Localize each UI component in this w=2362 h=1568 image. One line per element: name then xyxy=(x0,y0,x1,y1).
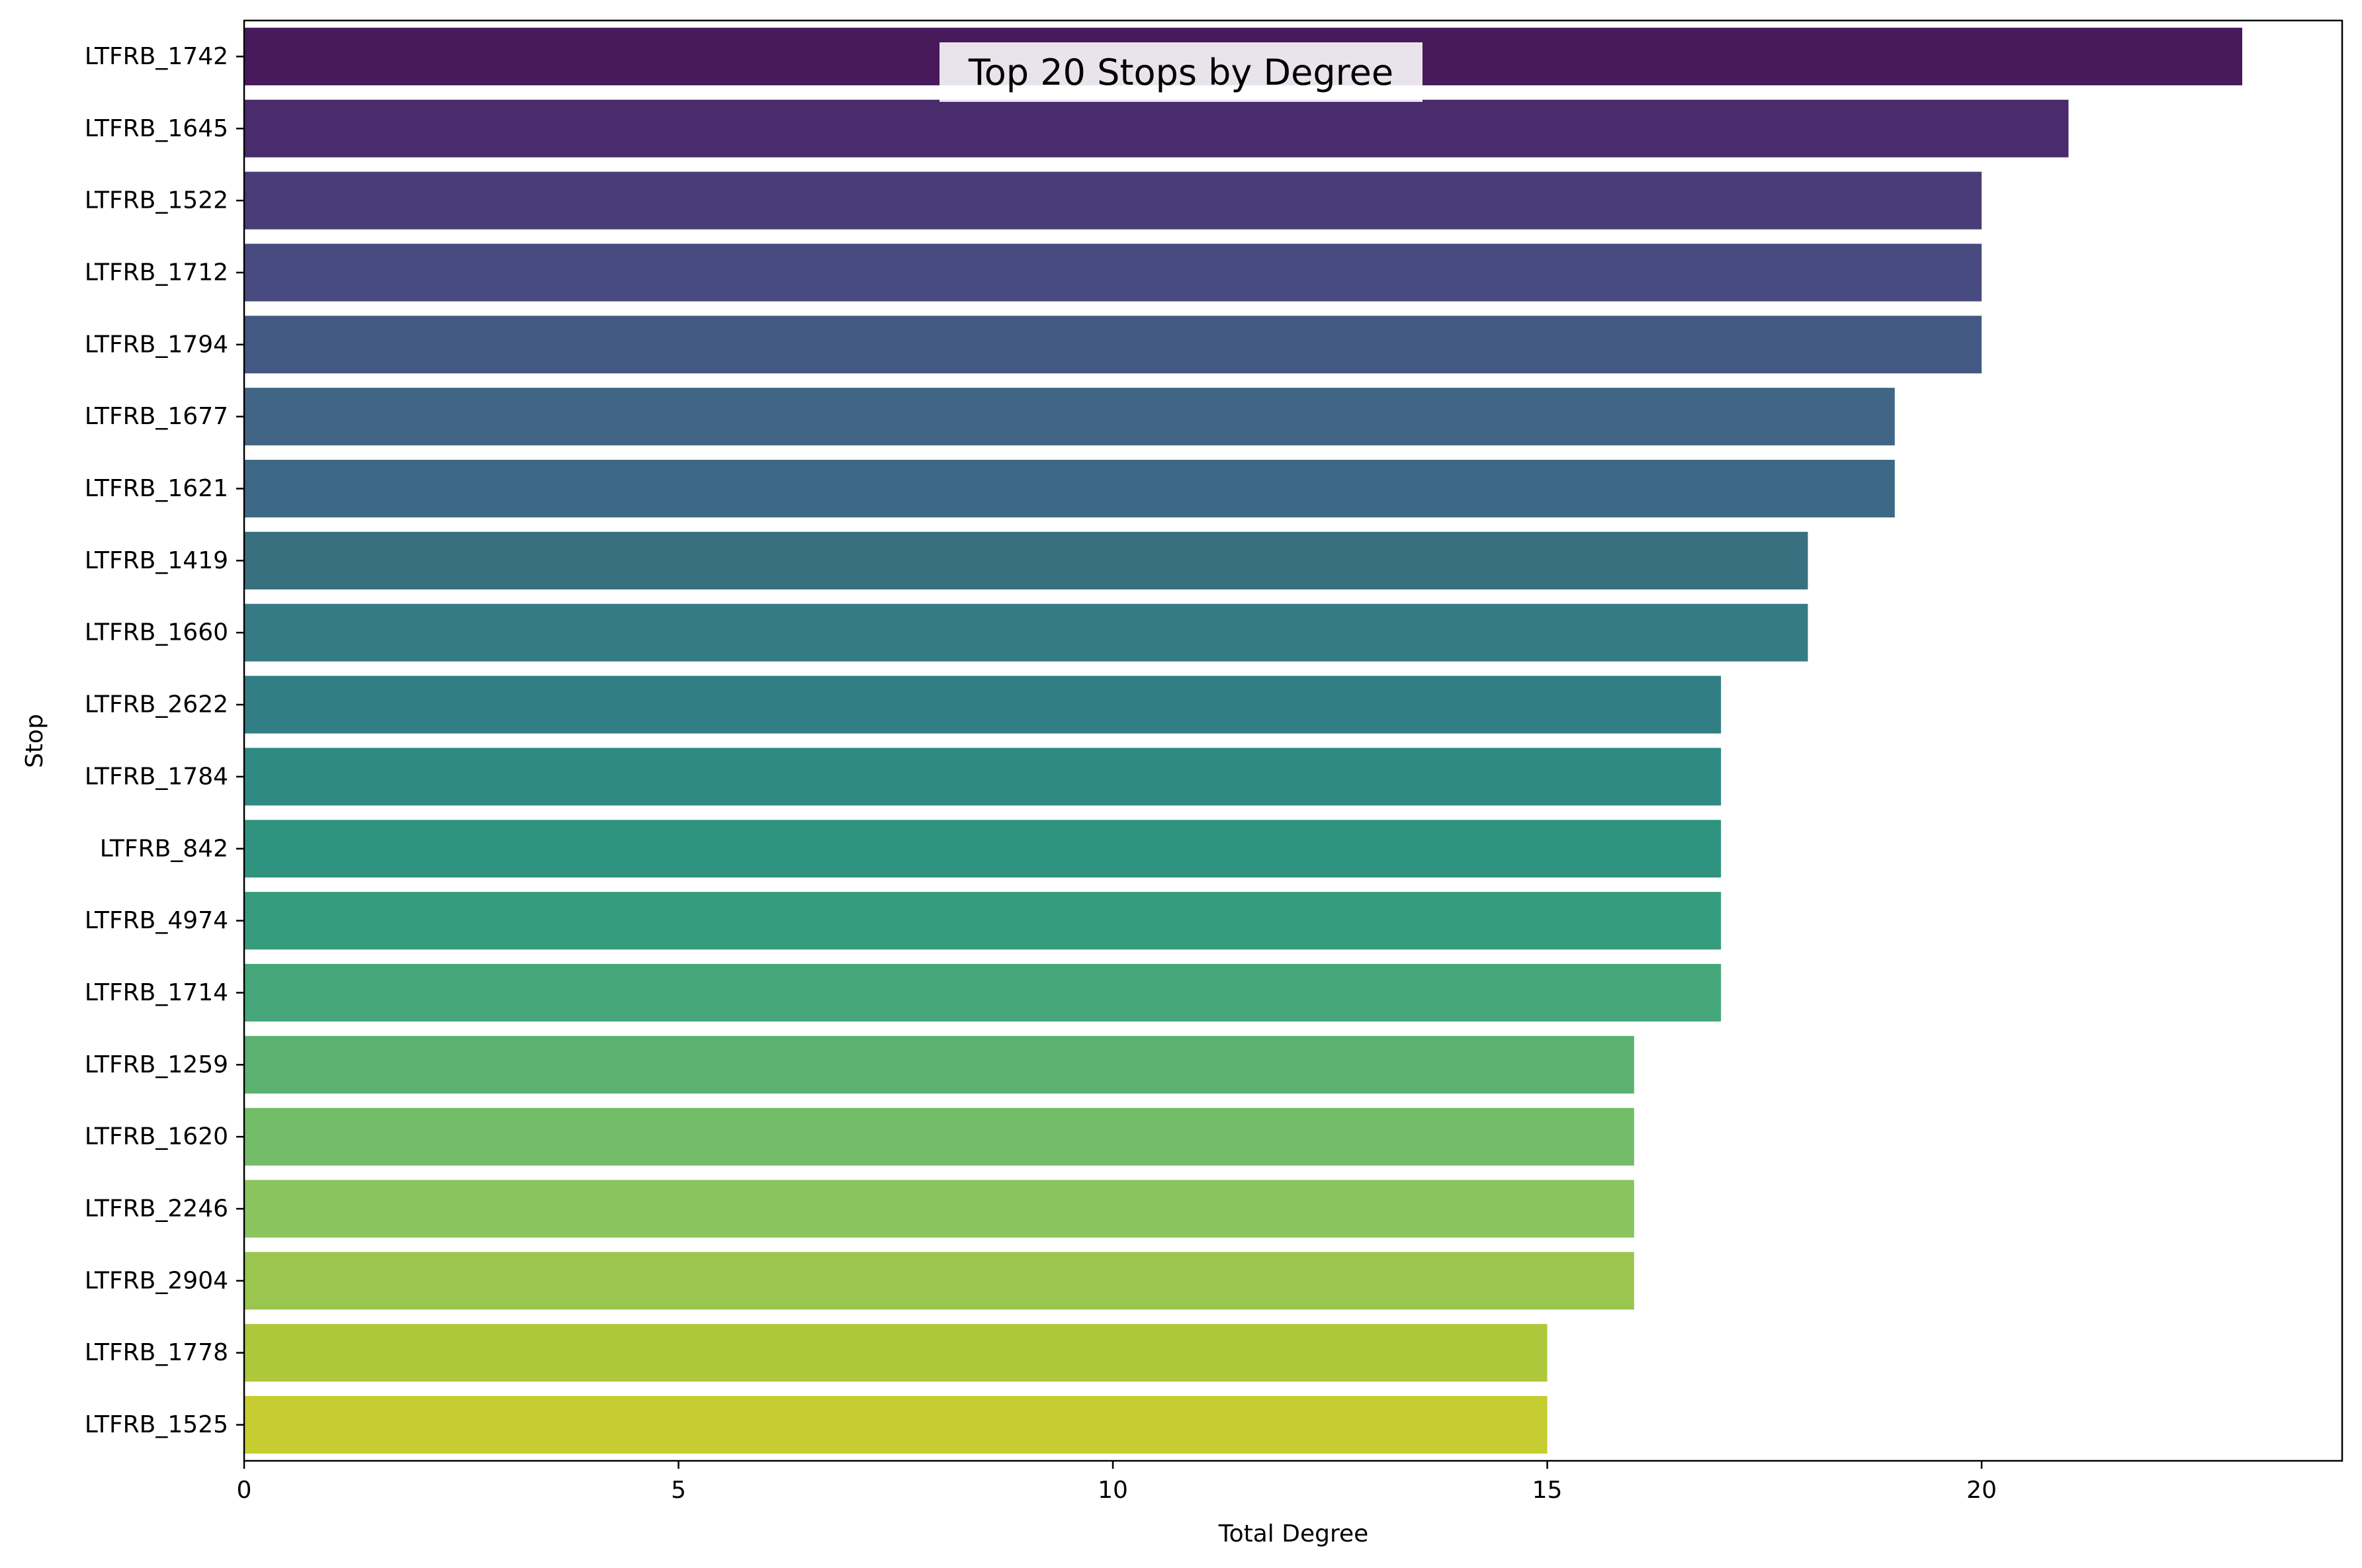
y-tick-label: LTFRB_4974 xyxy=(85,907,228,934)
x-tick-label: 0 xyxy=(237,1477,252,1504)
bar-ltfrb-1660 xyxy=(244,603,1808,662)
x-tick-label: 5 xyxy=(671,1477,686,1504)
y-tick-label: LTFRB_842 xyxy=(100,835,228,862)
y-tick-label: LTFRB_2904 xyxy=(85,1267,228,1294)
y-tick-label: LTFRB_1742 xyxy=(85,43,228,70)
bar-ltfrb-1620 xyxy=(244,1108,1634,1166)
y-axis-title: Stop xyxy=(21,714,48,768)
chart-title: Top 20 Stops by Degree xyxy=(968,52,1393,93)
bar-ltfrb-1522 xyxy=(244,171,1982,230)
y-tick-label: LTFRB_1621 xyxy=(85,475,228,502)
y-axis: LTFRB_1742 LTFRB_1645 LTFRB_1522 LTFRB_1712… xyxy=(85,43,244,1438)
x-tick-label: 20 xyxy=(1966,1477,1997,1504)
y-tick-label: LTFRB_1525 xyxy=(85,1411,228,1438)
bar-ltfrb-1714 xyxy=(244,963,1722,1022)
y-tick-label: LTFRB_1419 xyxy=(85,547,228,574)
y-tick-label: LTFRB_1714 xyxy=(85,979,228,1006)
y-tick-label: LTFRB_1677 xyxy=(85,403,228,430)
bar-ltfrb-2246 xyxy=(244,1180,1634,1238)
chart-title-background xyxy=(940,42,1422,102)
y-tick-label: LTFRB_1522 xyxy=(85,187,228,214)
y-tick-label: LTFRB_2622 xyxy=(85,691,228,719)
bar-ltfrb-2622 xyxy=(244,675,1722,734)
y-tick-label: LTFRB_1712 xyxy=(85,259,228,286)
bar-ltfrb-1784 xyxy=(244,748,1722,806)
bar-ltfrb-1645 xyxy=(244,99,2069,157)
x-axis-title: Total Degree xyxy=(1218,1520,1369,1547)
y-tick-label: LTFRB_1778 xyxy=(85,1339,228,1366)
bar-ltfrb-1677 xyxy=(244,388,1895,446)
y-tick-label: LTFRB_1620 xyxy=(85,1123,228,1151)
bar-ltfrb-1525 xyxy=(244,1396,1548,1454)
bar-ltfrb-1794 xyxy=(244,316,1982,374)
bar-ltfrb-2904 xyxy=(244,1252,1634,1310)
bars-group xyxy=(244,27,2242,1454)
x-tick-label: 10 xyxy=(1098,1477,1128,1504)
y-tick-label: LTFRB_1259 xyxy=(85,1051,228,1078)
bar-ltfrb-1259 xyxy=(244,1035,1634,1094)
bar-ltfrb-1621 xyxy=(244,459,1895,518)
bar-ltfrb-842 xyxy=(244,820,1722,878)
chart-title-group: Top 20 Stops by Degree xyxy=(940,42,1422,102)
bar-ltfrb-1712 xyxy=(244,243,1982,302)
bar-ltfrb-1419 xyxy=(244,531,1808,589)
plot-area-frame xyxy=(243,19,2343,1462)
y-tick-label: LTFRB_1784 xyxy=(85,763,228,790)
y-tick-label: LTFRB_2246 xyxy=(85,1196,228,1223)
y-tick-label: LTFRB_1794 xyxy=(85,331,228,358)
y-tick-label: LTFRB_1645 xyxy=(85,115,228,142)
x-axis: 0 5 10 15 20 xyxy=(237,1461,1997,1504)
y-tick-label: LTFRB_1660 xyxy=(85,619,228,646)
bar-ltfrb-4974 xyxy=(244,892,1722,950)
bar-ltfrb-1778 xyxy=(244,1324,1548,1382)
x-tick-label: 15 xyxy=(1532,1477,1563,1504)
